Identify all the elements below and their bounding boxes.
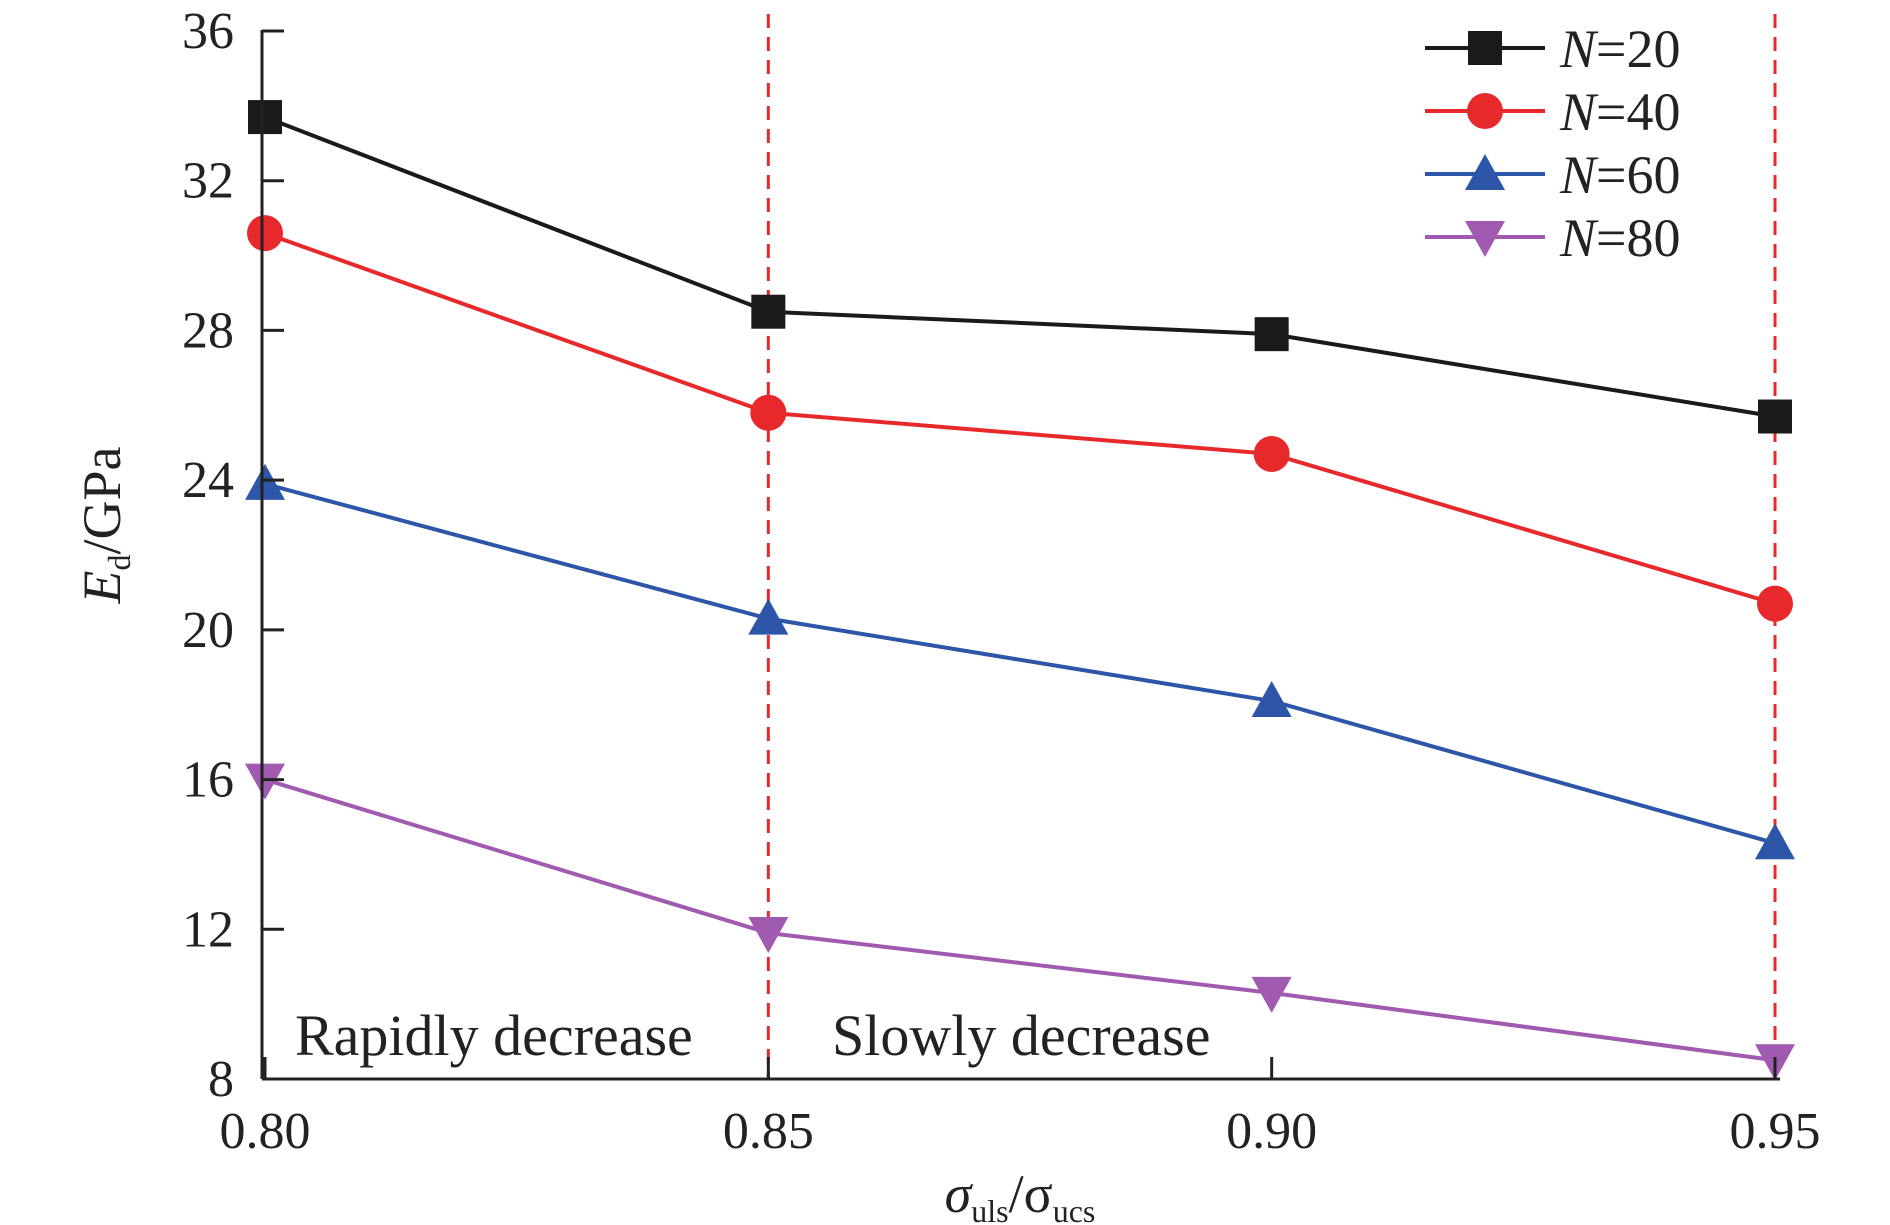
y-axis-title-main: E — [72, 571, 132, 605]
x-tick-label-3: 0.95 — [1730, 1103, 1821, 1160]
series-line-0 — [264, 115, 1776, 419]
data-point-3-2 — [1251, 976, 1292, 1013]
y-axis-title-sub: d — [101, 555, 137, 571]
data-point-0-0 — [248, 100, 282, 135]
legend-marker-3 — [1465, 221, 1505, 257]
x-tick-label-2: 0.90 — [1226, 1103, 1317, 1160]
y-tick-label-4: 24 — [182, 452, 234, 509]
reference-lines — [766, 14, 1777, 1079]
legend-label-1: N=40 — [1559, 82, 1681, 142]
legend-item-1: N=40 — [1425, 82, 1681, 142]
data-point-3-0 — [245, 763, 285, 800]
data-point-0-1 — [751, 294, 786, 329]
y-tick-label-7: 36 — [182, 3, 234, 60]
y-tick-label-6: 32 — [182, 153, 234, 210]
y-axis-title-rest: /GPa — [72, 446, 132, 554]
series-line-1 — [264, 231, 1776, 606]
data-point-2-2 — [1251, 680, 1292, 717]
legend-label-2: N=60 — [1559, 145, 1681, 205]
x-tick-label-1: 0.85 — [723, 1103, 814, 1160]
legend: N=20N=40N=60N=80 — [1425, 19, 1681, 268]
data-point-0-3 — [1758, 399, 1792, 434]
data-point-1-1 — [750, 394, 787, 431]
series-1 — [247, 215, 1793, 622]
legend-label-3: N=80 — [1559, 208, 1681, 268]
data-point-1-2 — [1253, 435, 1290, 472]
annotation-rapid: Rapidly decrease — [295, 1003, 693, 1068]
series-line-3 — [264, 777, 1776, 1063]
annotation-slow: Slowly decrease — [832, 1003, 1210, 1068]
legend-item-3: N=80 — [1425, 208, 1681, 268]
y-axis-title: Ed/GPa — [72, 446, 137, 604]
legend-item-0: N=20 — [1425, 19, 1681, 79]
data-point-2-0 — [245, 463, 285, 500]
x-axis-title-sub2: ucs — [1053, 1193, 1096, 1225]
data-point-2-3 — [1755, 823, 1795, 860]
data-point-1-3 — [1757, 585, 1793, 622]
data-point-0-2 — [1254, 317, 1289, 352]
x-axis-title-main: σ — [945, 1164, 974, 1224]
data-point-1-0 — [247, 215, 283, 252]
x-axis-title: σuls/σucs — [945, 1164, 1096, 1225]
legend-label-0: N=20 — [1559, 19, 1681, 79]
y-tick-label-1: 12 — [182, 901, 234, 958]
series-0 — [248, 100, 1792, 434]
series-2 — [245, 463, 1795, 860]
series-3 — [245, 763, 1795, 1081]
data-point-2-1 — [748, 598, 789, 635]
legend-item-2: N=60 — [1425, 145, 1681, 205]
x-tick-label-0: 0.80 — [220, 1103, 311, 1160]
series-layer — [245, 100, 1795, 1081]
y-tick-label-5: 28 — [182, 302, 234, 359]
legend-marker-1 — [1467, 93, 1503, 129]
x-axis-title-sub1: uls — [971, 1193, 1008, 1225]
data-point-3-1 — [748, 917, 789, 954]
y-tick-label-2: 16 — [182, 752, 234, 809]
y-tick-label-0: 8 — [208, 1051, 234, 1108]
annotations: Rapidly decrease Slowly decrease — [295, 1003, 1210, 1068]
legend-marker-0 — [1468, 31, 1502, 65]
x-axis-title-slash: /σ — [1009, 1164, 1053, 1224]
legend-marker-2 — [1465, 154, 1505, 190]
axes — [260, 30, 1780, 1081]
series-line-2 — [264, 481, 1776, 846]
y-tick-label-3: 20 — [182, 602, 234, 659]
ticks: 8 12 16 20 24 28 32 36 0.80 0.85 0.90 0.95 — [182, 3, 1821, 1160]
